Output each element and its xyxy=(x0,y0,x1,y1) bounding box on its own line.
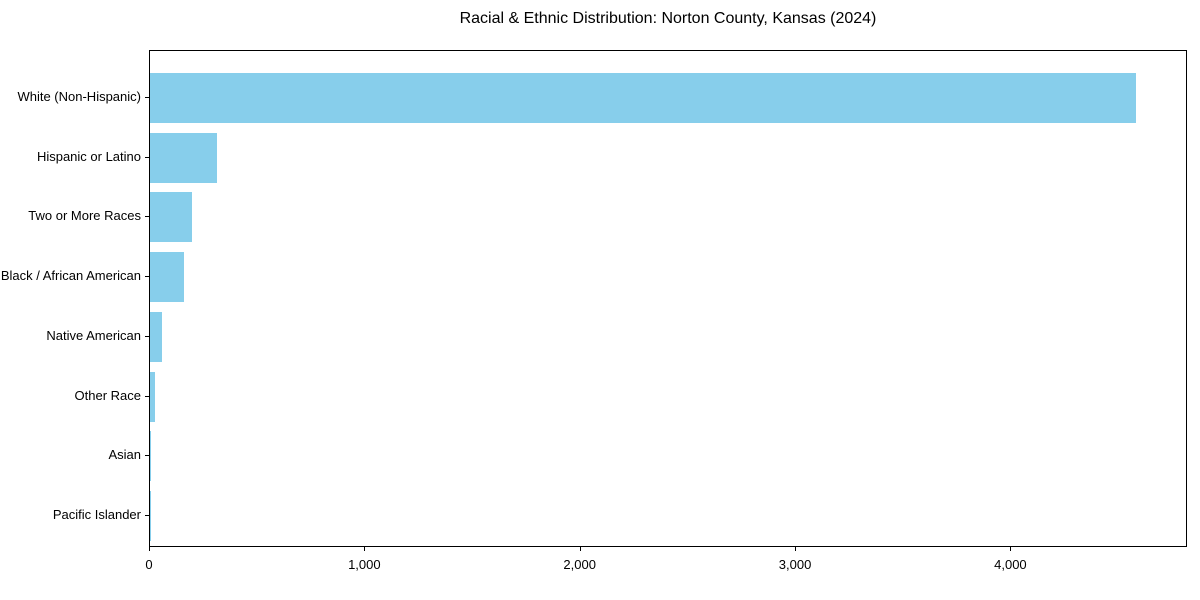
x-tick-label: 3,000 xyxy=(778,557,812,572)
chart-title: Racial & Ethnic Distribution: Norton Cou… xyxy=(459,10,877,27)
bar-black-african-american xyxy=(150,252,185,303)
y-tick-label-other-race: Other Race xyxy=(74,387,141,403)
y-tick-mark xyxy=(145,514,149,516)
plot-area xyxy=(149,50,1187,547)
bar-asian xyxy=(150,431,152,482)
x-tick-mark xyxy=(1010,547,1012,551)
bar-other-race xyxy=(150,371,156,422)
y-tick-mark xyxy=(145,335,149,337)
y-tick-mark xyxy=(145,216,149,218)
bar-white-non-hispanic xyxy=(150,73,1137,123)
x-tick-label: 4,000 xyxy=(994,557,1027,572)
y-tick-mark xyxy=(145,455,149,457)
x-tick-mark xyxy=(149,547,150,551)
y-tick-label-two-or-more-races: Two or More Races xyxy=(28,208,141,224)
y-tick-label-black-african-american: Black / African American xyxy=(0,268,141,284)
y-tick-label-hispanic-or-latino: Hispanic or Latino xyxy=(36,148,141,164)
y-tick-label-asian: Asian xyxy=(108,447,141,463)
x-tick-label: 0 xyxy=(145,557,153,572)
y-tick-mark xyxy=(145,97,149,98)
x-tick-label: 1,000 xyxy=(348,557,381,572)
bar-hispanic-or-latino xyxy=(150,132,217,183)
x-tick-mark xyxy=(364,547,366,551)
y-tick-label-pacific-islander: Pacific Islander xyxy=(52,506,141,522)
y-tick-mark xyxy=(145,156,149,158)
y-tick-label-white-non-hispanic: White (Non-Hispanic) xyxy=(17,89,141,104)
bar-native-american xyxy=(150,311,162,362)
y-tick-mark xyxy=(145,276,149,278)
x-tick-label: 2,000 xyxy=(563,557,596,572)
x-tick-mark xyxy=(579,547,581,551)
y-tick-label-native-american: Native American xyxy=(46,327,141,343)
bar-two-or-more-races xyxy=(150,192,192,243)
x-tick-mark xyxy=(795,547,797,551)
y-tick-mark xyxy=(145,395,149,397)
